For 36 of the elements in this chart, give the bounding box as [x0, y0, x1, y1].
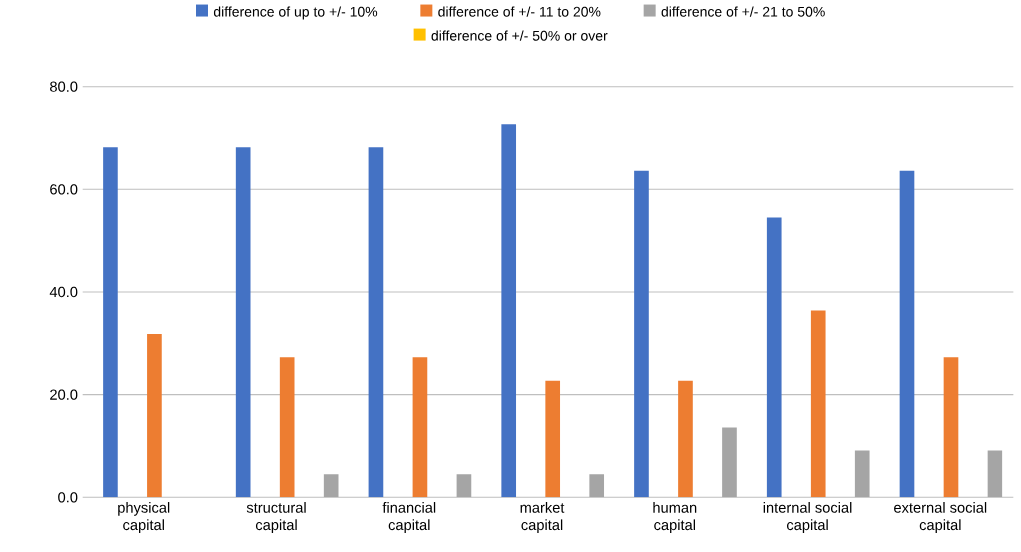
bar [103, 147, 118, 498]
x-tick-label: physical capital [118, 502, 170, 534]
y-tick-label: 40.0 [49, 286, 78, 298]
bar [456, 474, 472, 498]
y-tick-label: 0.0 [58, 492, 78, 503]
x-tick-label: market capital [520, 502, 565, 534]
bar [589, 474, 605, 498]
legend-label: difference of +/- 11 to 20% [438, 6, 601, 17]
bar [678, 380, 693, 498]
bar [279, 357, 295, 498]
y-tick-label: 60.0 [50, 184, 78, 195]
bar [412, 357, 428, 498]
bar [810, 310, 826, 498]
bar [943, 357, 959, 498]
bar [147, 334, 162, 498]
legend-label: difference of +/- 21 to 50% [661, 6, 825, 17]
legend-label: difference of up to +/- 10% [213, 6, 378, 20]
bar [545, 380, 561, 498]
x-tick-label: structural capital [246, 502, 306, 534]
bar [634, 170, 649, 498]
y-tick-label: 20.0 [50, 389, 78, 400]
bar [766, 217, 782, 498]
bar [368, 147, 384, 498]
y-tick-label: 80.0 [50, 81, 78, 92]
bar [501, 124, 517, 498]
bar [899, 170, 915, 498]
x-tick-label: human capital [653, 502, 697, 534]
x-tick-label: external social capital [894, 502, 987, 534]
x-tick-label: financial capital [382, 502, 436, 534]
legend-label: difference of +/- 50% or over [431, 30, 608, 41]
bar [235, 147, 251, 498]
bar [323, 474, 339, 498]
x-tick-label: internal social capital [763, 502, 852, 534]
bar [722, 427, 737, 498]
bar [987, 450, 1003, 498]
bar [854, 450, 870, 498]
